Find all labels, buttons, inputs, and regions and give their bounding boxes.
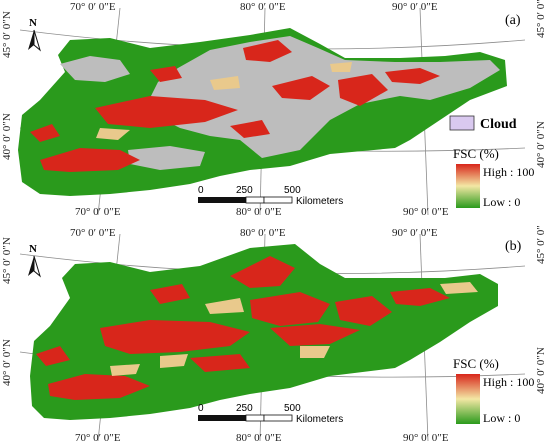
study-region-a bbox=[18, 28, 507, 196]
fsc-legend-high-a: High : 100 bbox=[483, 165, 534, 179]
panel-label-a: (a) bbox=[505, 13, 521, 28]
lat-label-left-45-b: 45° 0′ 0″N bbox=[1, 237, 13, 284]
scale-tick-500-a: 500 bbox=[284, 185, 301, 196]
fsc-legend-low-b: Low : 0 bbox=[483, 411, 520, 425]
scale-tick-0-a: 0 bbox=[198, 185, 204, 196]
lon-label-top-90-b: 90° 0′ 0″E bbox=[392, 227, 438, 239]
lon-label-bottom-70-a: 70° 0′ 0″E bbox=[75, 206, 121, 218]
lon-label-top-80-a: 80° 0′ 0″E bbox=[240, 1, 286, 13]
scale-bar-a bbox=[198, 196, 293, 204]
lat-label-right-45-b: 45° 0′ 0″N bbox=[535, 226, 547, 264]
panel-label-b: (b) bbox=[505, 239, 522, 254]
lat-label-right-40-b: 40° 0′ 0″N bbox=[535, 347, 547, 394]
north-label-b: N bbox=[29, 243, 37, 255]
study-region-b bbox=[30, 244, 498, 420]
lat-label-left-40-a: 40° 0′ 0″N bbox=[1, 113, 13, 160]
fsc-legend-title-b: FSC (%) bbox=[453, 356, 499, 371]
scale-tick-500-b: 500 bbox=[284, 403, 301, 414]
map-frame-b: N (b) 70° 0′ 0″E 80° 0′ 0″E 90° 0′ 0″E 7… bbox=[1, 226, 547, 444]
map-panel-a: N (a) 70° 0′ 0″E 80° 0′ 0″E 90° 0′ 0″E 7… bbox=[0, 0, 550, 218]
north-arrow-b bbox=[28, 255, 41, 278]
lon-label-bottom-80-a: 80° 0′ 0″E bbox=[236, 206, 282, 218]
scale-tick-250-a: 250 bbox=[236, 185, 253, 196]
cloud-legend-swatch bbox=[449, 115, 475, 131]
map-panel-b: N (b) 70° 0′ 0″E 80° 0′ 0″E 90° 0′ 0″E 7… bbox=[0, 226, 550, 444]
lat-label-left-40-b: 40° 0′ 0″N bbox=[1, 339, 13, 386]
lon-label-top-70-a: 70° 0′ 0″E bbox=[70, 1, 116, 13]
fsc-legend-title-a: FSC (%) bbox=[453, 146, 499, 161]
fsc-legend-high-b: High : 100 bbox=[483, 375, 534, 389]
fsc-legend-low-a: Low : 0 bbox=[483, 195, 520, 209]
lon-label-bottom-80-b: 80° 0′ 0″E bbox=[236, 432, 282, 444]
north-arrow-a bbox=[28, 29, 41, 52]
lat-label-right-40-a: 40° 0′ 0″N bbox=[535, 121, 547, 168]
fsc-legend-ramp-b bbox=[456, 374, 480, 424]
north-label-a: N bbox=[29, 17, 37, 29]
scale-unit-b: Kilometers bbox=[296, 414, 343, 425]
lat-label-right-45-a: 45° 0′ 0″N bbox=[535, 0, 547, 38]
lon-label-bottom-90-a: 90° 0′ 0″E bbox=[403, 206, 449, 218]
cloud-legend-label: Cloud bbox=[480, 117, 517, 132]
lon-label-top-80-b: 80° 0′ 0″E bbox=[240, 227, 286, 239]
scale-bar-b bbox=[198, 414, 293, 422]
lon-label-top-90-a: 90° 0′ 0″E bbox=[392, 1, 438, 13]
lon-label-bottom-70-b: 70° 0′ 0″E bbox=[75, 432, 121, 444]
lon-label-top-70-b: 70° 0′ 0″E bbox=[70, 227, 116, 239]
scale-tick-250-b: 250 bbox=[236, 403, 253, 414]
fsc-legend-ramp-a bbox=[456, 164, 480, 208]
scale-unit-a: Kilometers bbox=[296, 196, 343, 207]
lon-label-bottom-90-b: 90° 0′ 0″E bbox=[403, 432, 449, 444]
panel-divider bbox=[0, 220, 550, 224]
scale-tick-0-b: 0 bbox=[198, 403, 204, 414]
lat-label-left-45-a: 45° 0′ 0″N bbox=[1, 11, 13, 58]
map-frame-a: N (a) 70° 0′ 0″E 80° 0′ 0″E 90° 0′ 0″E 7… bbox=[1, 0, 547, 218]
